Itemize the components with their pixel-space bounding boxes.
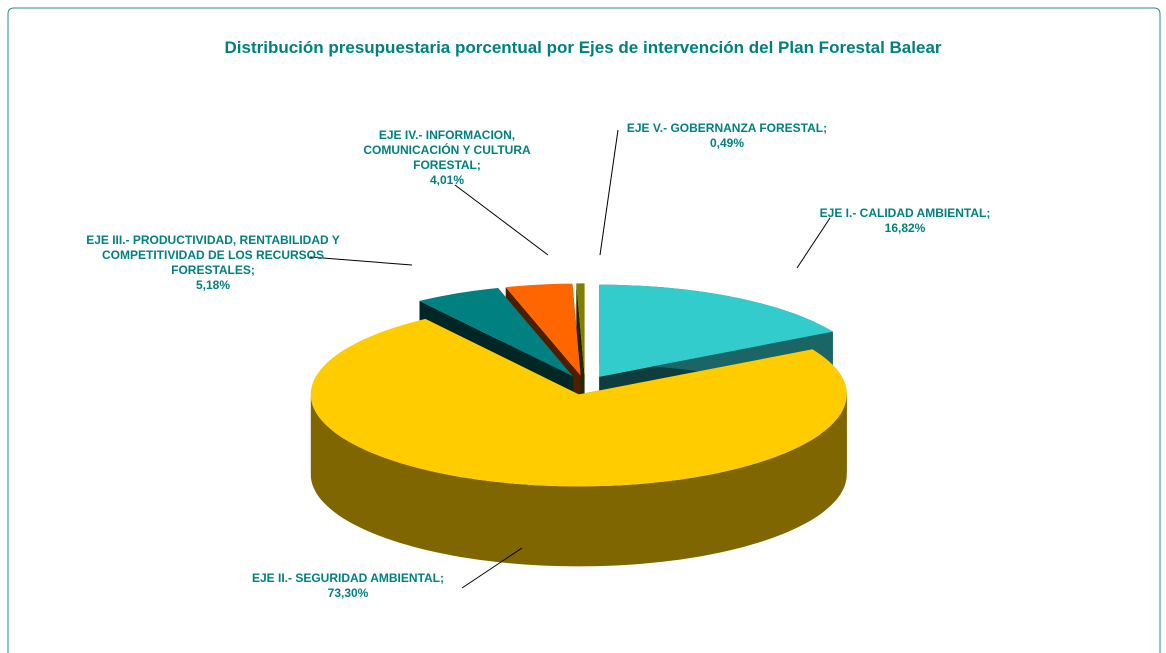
data-label: EJE III.- PRODUCTIVIDAD, RENTABILIDAD Y …: [83, 233, 343, 293]
data-label: EJE V.- GOBERNANZA FORESTAL; 0,49%: [617, 121, 837, 151]
category-label: EJE II.- SEGURIDAD AMBIENTAL;: [251, 571, 444, 585]
slice-top: [505, 283, 581, 376]
category-label: EJE V.- GOBERNANZA FORESTAL;: [626, 121, 828, 135]
slice-top: [599, 284, 833, 377]
leader-line: [461, 547, 523, 589]
data-label: EJE II.- SEGURIDAD AMBIENTAL; 73,30%: [218, 571, 478, 601]
value-label: 73,30%: [327, 586, 369, 600]
category-label: EJE III.- PRODUCTIVIDAD, RENTABILIDAD Y …: [86, 233, 340, 277]
data-label: EJE IV.- INFORMACION, COMUNICACIÓN Y CUL…: [347, 128, 547, 188]
frame: [7, 7, 1161, 653]
slice-top: [419, 288, 573, 377]
leader-line: [599, 129, 619, 256]
leader-line: [309, 256, 413, 266]
slice-top: [310, 318, 847, 487]
slice-side: [310, 394, 847, 567]
value-label: 0,49%: [709, 136, 745, 150]
value-label: 4,01%: [429, 173, 465, 187]
leader-line: [796, 217, 831, 269]
chart-title: Distribución presupuestaria porcentual p…: [224, 38, 942, 57]
leader-line: [454, 184, 549, 256]
category-label: EJE I.- CALIDAD AMBIENTAL;: [819, 206, 991, 220]
slice-top: [576, 283, 585, 376]
category-label: EJE IV.- INFORMACION, COMUNICACIÓN Y CUL…: [363, 128, 531, 172]
value-label: 16,82%: [884, 221, 926, 235]
value-label: 5,18%: [195, 278, 231, 292]
data-label: EJE I.- CALIDAD AMBIENTAL; 16,82%: [805, 206, 1005, 236]
